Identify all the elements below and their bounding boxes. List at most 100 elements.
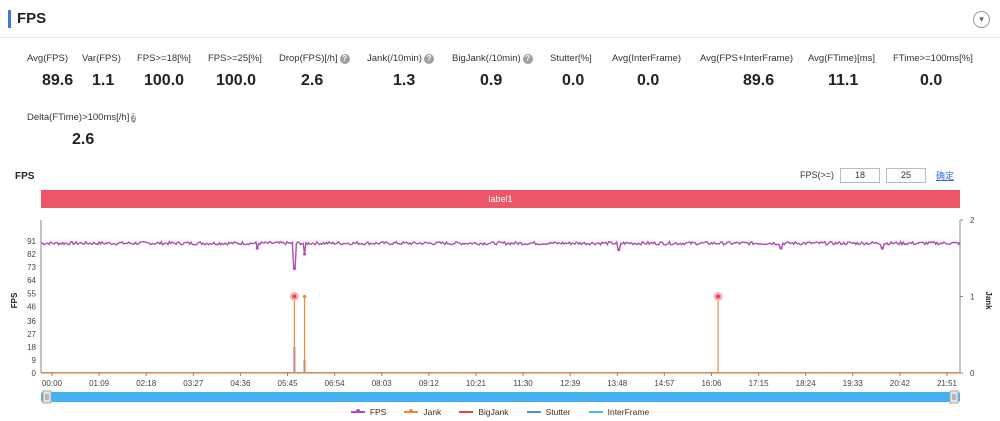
legend-label: InterFrame <box>607 407 650 417</box>
metric-label-text: FTime>=100ms[%] <box>893 53 973 64</box>
right-tick-label: 0 <box>970 369 975 378</box>
help-icon[interactable]: ? <box>339 53 350 64</box>
fps-chart[interactable]: 0 9 18 27 36 46 55 64 73 82 91 0 1 2 FPS Jank 00:00 01:09… <box>0 208 1000 406</box>
legend-swatch <box>526 411 541 413</box>
metric-label-text: Avg(FTime)[ms] <box>808 53 876 64</box>
metric-3: FPS>=18[%] 100.0 <box>137 53 237 90</box>
y-tick-label: 18 <box>27 343 36 352</box>
x-tick-label: 06:54 <box>325 379 346 388</box>
metric-9: Avg(InterFrame) 0.0 <box>612 53 712 90</box>
metric-5: Drop(FPS)[/h]? 2.6 <box>279 53 379 90</box>
x-tick-label: 05:45 <box>278 379 299 388</box>
right-tick-label: 2 <box>970 216 975 225</box>
x-tick-label: 08:03 <box>372 379 393 388</box>
metric-7: BigJank(/10min)? 0.9 <box>452 53 552 90</box>
metric-value: 0.9 <box>480 72 503 89</box>
zoom-slider-right-handle[interactable] <box>949 390 959 404</box>
zoom-slider-left-handle[interactable] <box>42 390 52 404</box>
zoom-slider-track[interactable] <box>41 392 960 402</box>
legend-label: FPS <box>369 407 387 417</box>
help-icon[interactable]: ? <box>423 53 434 64</box>
fps-threshold-1-input[interactable] <box>840 167 881 183</box>
metric-label: Avg(InterFrame) <box>612 53 712 64</box>
fps-dip-point[interactable] <box>880 246 884 250</box>
y-tick-label: 91 <box>27 237 36 246</box>
legend-dot <box>355 409 360 413</box>
y-tick-label: 27 <box>27 330 36 339</box>
fps-dip-point[interactable] <box>303 252 307 256</box>
bigjank-point[interactable] <box>292 294 297 299</box>
metric-value: 11.1 <box>828 72 859 89</box>
y-tick-label: 55 <box>27 289 36 298</box>
x-tick-label: 21:51 <box>937 379 958 388</box>
right-tick-label: 1 <box>970 293 975 302</box>
metric-label-text: Var(FPS) <box>82 53 121 64</box>
jank-event-point[interactable] <box>302 294 307 299</box>
metric-11: Avg(FTime)[ms] 11.1 <box>808 53 908 90</box>
metric-value: 0.0 <box>562 72 585 89</box>
metric-value: 89.6 <box>743 72 775 89</box>
metric-label: BigJank(/10min)? <box>452 53 552 64</box>
metric-13: Delta(FTime)>100ms[/h]? 2.6 <box>27 112 137 149</box>
metric-value: 89.6 <box>42 72 74 89</box>
page-title: FPS <box>17 10 47 27</box>
fps-dip-point[interactable] <box>292 267 296 271</box>
metric-label-text: FPS>=25[%] <box>208 53 262 64</box>
metric-value: 1.3 <box>393 72 416 89</box>
help-icon[interactable]: ? <box>131 112 137 123</box>
metric-value: 100.0 <box>144 72 185 89</box>
legend-item-jank[interactable]: Jank <box>404 407 441 417</box>
x-tick-label: 11:30 <box>513 379 533 388</box>
y-tick-label: 9 <box>32 356 37 365</box>
legend-item-fps[interactable]: FPS <box>350 407 387 417</box>
y-tick-label: 46 <box>27 302 36 311</box>
metric-1: Avg(FPS) 89.6 <box>27 53 127 90</box>
metric-label: Stutter[%] <box>550 53 650 64</box>
apply-button[interactable]: 确定 <box>936 170 955 181</box>
metric-label-text: BigJank(/10min) <box>452 53 521 64</box>
metric-8: Stutter[%] 0.0 <box>550 53 650 90</box>
metric-label: Avg(FTime)[ms] <box>808 53 908 64</box>
x-tick-label: 00:00 <box>42 379 63 388</box>
metric-label: Delta(FTime)>100ms[/h]? <box>27 112 137 123</box>
fps-threshold-2-input[interactable] <box>886 167 927 183</box>
legend-swatch <box>588 411 603 413</box>
x-tick-label: 13:48 <box>607 379 628 388</box>
metric-label-text: Delta(FTime)>100ms[/h] <box>27 112 130 123</box>
metric-12: FTime>=100ms[%] 0.0 <box>893 53 993 90</box>
legend-item-bigjank[interactable]: BigJank <box>459 407 509 417</box>
metric-label-text: Avg(FPS+InterFrame) <box>700 53 794 64</box>
help-icon[interactable]: ? <box>522 53 533 64</box>
legend-swatch <box>350 409 365 413</box>
metric-value: 0.0 <box>920 72 943 89</box>
chevron-down-icon[interactable]: ▾ <box>973 11 990 28</box>
y-tick-label: 0 <box>32 369 37 378</box>
metric-value: 1.1 <box>92 72 115 89</box>
bigjank-point[interactable] <box>716 294 721 299</box>
metric-label-text: Avg(FPS) <box>27 53 69 64</box>
fps-dip-point[interactable] <box>255 246 259 250</box>
chart-legend: FPS Jank BigJank Stutter InterFrame <box>0 407 1000 417</box>
label-band[interactable]: label1 <box>41 190 960 208</box>
chart-title: FPS <box>15 171 35 182</box>
fps-dip-point[interactable] <box>779 246 783 250</box>
metric-label: FTime>=100ms[%] <box>893 53 993 64</box>
x-tick-label: 14:57 <box>654 379 675 388</box>
series-fps-line[interactable] <box>40 240 961 270</box>
metric-4: FPS>=25[%] 100.0 <box>208 53 308 90</box>
x-tick-label: 16:06 <box>701 379 722 388</box>
legend-label: Jank <box>423 407 442 417</box>
legend-label: BigJank <box>478 407 509 417</box>
metric-value: 100.0 <box>216 72 257 89</box>
legend-label: Stutter <box>545 407 571 417</box>
metric-value: 2.6 <box>301 72 324 89</box>
x-tick-label: 01:09 <box>89 379 110 388</box>
legend-item-interframe[interactable]: InterFrame <box>588 407 650 417</box>
metric-label: Drop(FPS)[/h]? <box>279 53 379 64</box>
x-tick-label: 18:24 <box>796 379 817 388</box>
metric-label-text: Jank(/10min) <box>367 53 422 64</box>
metric-label: Avg(FPS) <box>27 53 127 64</box>
legend-item-stutter[interactable]: Stutter <box>526 407 571 417</box>
fps-dip-point[interactable] <box>617 248 621 252</box>
metric-label: Jank(/10min)? <box>367 53 467 64</box>
